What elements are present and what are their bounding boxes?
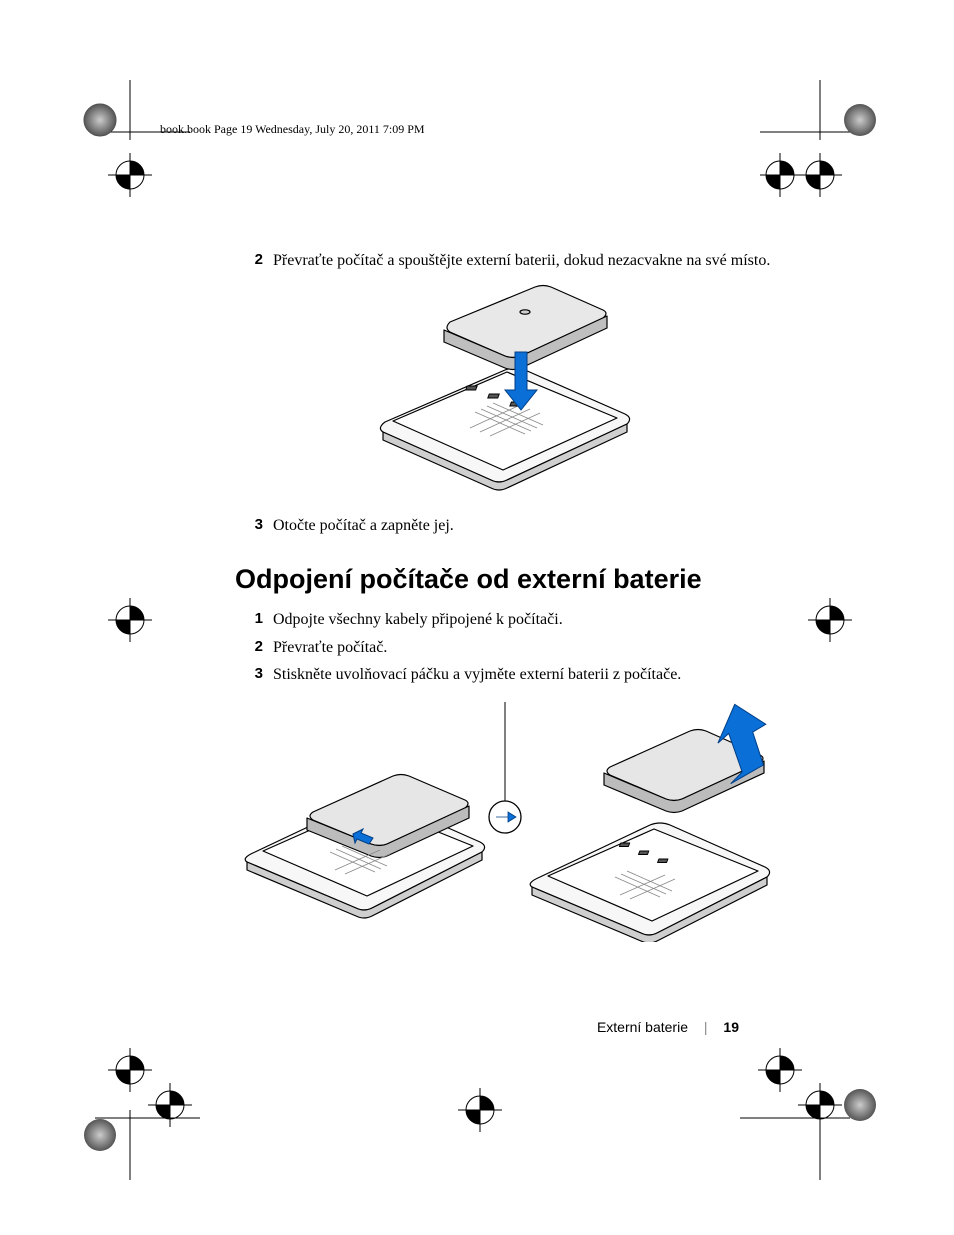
step-text: Stiskněte uvolňovací páčku a vyjměte ext…	[263, 664, 681, 686]
crop-marks-top-left	[70, 80, 190, 220]
reg-mark-bottom-center	[450, 1080, 510, 1140]
reg-mark-mid-right	[800, 590, 860, 650]
step-text: Převraťte počítač a spouštějte externí b…	[263, 250, 770, 272]
step-row: 1 Odpojte všechny kabely připojené k poč…	[235, 609, 775, 631]
step-number: 3	[235, 515, 263, 533]
figure-battery-install	[235, 282, 775, 497]
running-header: book.book Page 19 Wednesday, July 20, 20…	[160, 122, 425, 137]
step-row: 3 Otočte počítač a zapněte jej.	[235, 515, 775, 537]
page-content: 2 Převraťte počítač a spouštějte externí…	[235, 250, 775, 965]
step-row: 3 Stiskněte uvolňovací páčku a vyjměte e…	[235, 664, 775, 686]
step-number: 1	[235, 609, 263, 627]
manual-page: book.book Page 19 Wednesday, July 20, 20…	[0, 0, 954, 1235]
footer-separator: |	[704, 1019, 708, 1035]
step-row: 2 Převraťte počítač.	[235, 637, 775, 659]
crop-marks-top-right	[760, 80, 890, 220]
step-number: 3	[235, 664, 263, 682]
figure-battery-remove	[235, 702, 775, 947]
crop-marks-bottom-right	[740, 1040, 890, 1180]
page-footer: Externí baterie | 19	[597, 1019, 739, 1035]
step-text: Otočte počítač a zapněte jej.	[263, 515, 454, 537]
step-row: 2 Převraťte počítač a spouštějte externí…	[235, 250, 775, 272]
step-text: Odpojte všechny kabely připojené k počít…	[263, 609, 563, 631]
page-number: 19	[723, 1019, 739, 1035]
section-heading: Odpojení počítače od externí baterie	[235, 564, 775, 595]
step-text: Převraťte počítač.	[263, 637, 387, 659]
step-number: 2	[235, 637, 263, 655]
footer-section: Externí baterie	[597, 1019, 688, 1035]
crop-marks-bottom-left	[70, 1040, 200, 1180]
reg-mark-mid-left	[100, 590, 160, 650]
step-number: 2	[235, 250, 263, 268]
